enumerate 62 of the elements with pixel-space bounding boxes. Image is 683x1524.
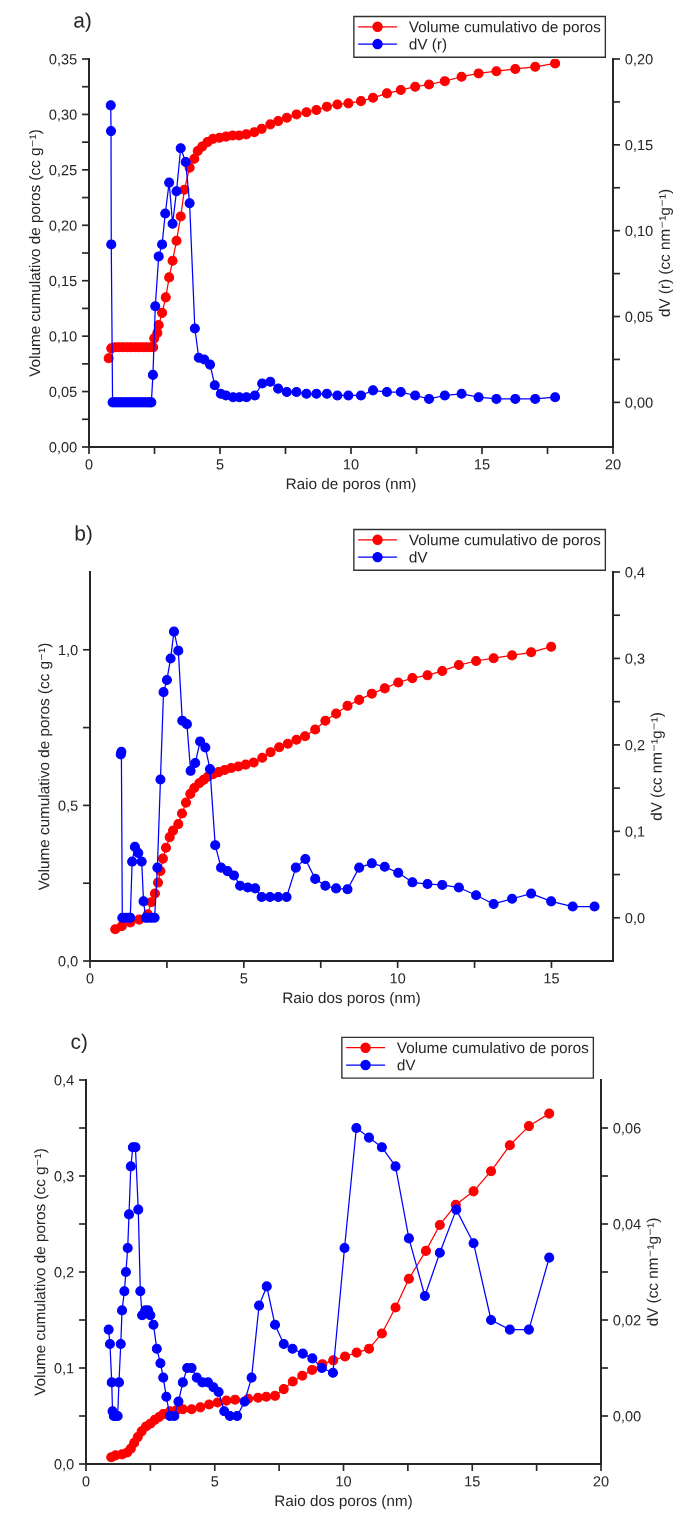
legend-label: dV (409, 551, 428, 563)
legend-label: dV (r) (409, 38, 447, 53)
y2-tick-label: 0,1 (625, 826, 645, 839)
x-tick-label: 5 (211, 1476, 219, 1487)
y2-tick-label: 0,20 (625, 54, 653, 67)
x-tick-label: 10 (344, 459, 359, 470)
y2-tick-label: 0,00 (625, 397, 653, 410)
x-tick-label: 20 (593, 1476, 609, 1487)
x-axis-title: Raio dos poros (nm) (283, 991, 420, 1007)
y-tick-label: 1,0 (59, 644, 78, 657)
chart-title: a) (74, 12, 91, 32)
y2-tick-label: 0,4 (625, 567, 645, 580)
x-axis-title: Raio de poros (nm) (286, 477, 416, 493)
x-tick-label: 10 (390, 973, 406, 984)
y2-tick-label: 0,04 (613, 1219, 641, 1232)
x-tick-label: 0 (86, 973, 94, 984)
x-axis-title: Raio dos poros (nm) (275, 1494, 412, 1510)
legend-label: dV (397, 1059, 416, 1071)
y2-tick-label: 0,02 (613, 1315, 641, 1328)
y2-tick-label: 0,2 (625, 739, 645, 753)
x-tick-label: 20 (605, 459, 621, 470)
y-tick-label: 0,35 (49, 54, 77, 67)
y2-tick-label: 0,05 (625, 311, 653, 324)
y-tick-label: 0,05 (49, 386, 77, 399)
chart-title: b) (75, 525, 92, 545)
y2-tick-label: 0,0 (625, 912, 645, 925)
y2-tick-label: 0,10 (625, 225, 653, 238)
y2-tick-label: 0,06 (613, 1123, 641, 1136)
x-tick-label: 15 (475, 459, 490, 470)
y2-axis-title: dV (cc nm⁻¹g⁻¹) (646, 1218, 661, 1326)
y-tick-label: 0,1 (54, 1363, 74, 1376)
x-tick-label: 15 (465, 1476, 480, 1487)
y-tick-label: 0,4 (54, 1075, 74, 1088)
y2-tick-label: 0,15 (625, 139, 653, 152)
y-axis-title: Volume cumulativo de poros (cc g⁻¹) (29, 130, 44, 377)
x-tick-label: 5 (240, 973, 248, 984)
y-tick-label: 0,5 (58, 800, 78, 813)
y-tick-label: 0,15 (49, 275, 77, 288)
y2-tick-label: 0,3 (625, 653, 645, 666)
y-tick-label: 0,10 (49, 331, 77, 344)
x-tick-label: 10 (336, 1476, 352, 1487)
y-tick-label: 0,25 (49, 164, 77, 178)
x-tick-label: 0 (82, 1476, 90, 1487)
y-tick-label: 0,3 (54, 1171, 74, 1184)
x-tick-label: 5 (216, 459, 224, 470)
x-tick-label: 15 (544, 973, 559, 984)
chart-title: c) (71, 1033, 87, 1054)
y2-axis-title: dV (r) (cc nm⁻¹g⁻¹) (658, 189, 673, 317)
y2-tick-label: 0,00 (613, 1411, 641, 1424)
legend-label: Volume cumulativo de poros (408, 534, 601, 549)
y-axis-title: Volume cumulativo de poros (cc g⁻¹) (38, 643, 53, 891)
legend-label: Volume cumulativo de poros (396, 1042, 589, 1057)
y-tick-label: 0,2 (54, 1267, 74, 1280)
y-tick-label: 0,0 (54, 1459, 74, 1472)
y2-axis-title: dV (cc nm⁻¹g⁻¹) (650, 713, 665, 821)
y-tick-label: 0,20 (49, 220, 77, 233)
y-tick-label: 0,30 (49, 109, 77, 122)
x-tick-label: 0 (85, 459, 93, 470)
y-axis-title: Volume cumulativo de poros (cc g⁻¹) (34, 1149, 49, 1396)
y-tick-label: 0,0 (58, 956, 78, 969)
legend-label: Volume cumulativo de poros (408, 21, 601, 36)
y-tick-label: 0,00 (49, 442, 77, 455)
